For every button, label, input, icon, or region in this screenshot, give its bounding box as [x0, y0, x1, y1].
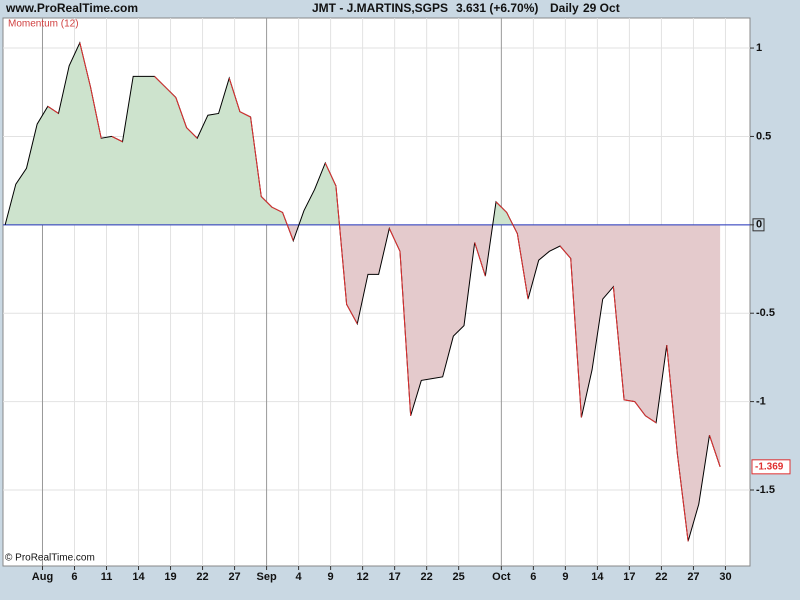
y-tick-label: -1.5	[756, 484, 775, 496]
x-tick-label: 27	[687, 571, 699, 583]
negative-area	[5, 224, 721, 542]
falling-segment	[111, 135, 123, 143]
falling-segment	[612, 286, 625, 400]
x-tick-label: Aug	[32, 571, 53, 583]
falling-segment	[282, 212, 294, 241]
falling-segment	[164, 86, 177, 98]
y-tick-label: 1	[756, 42, 762, 54]
falling-segment	[676, 454, 689, 542]
x-tick-label: 25	[453, 571, 465, 583]
x-tick-label: 17	[389, 571, 401, 583]
positive-area	[5, 42, 513, 225]
y-tick-label: 0.5	[756, 130, 771, 142]
falling-segment	[186, 127, 198, 139]
tick-box	[752, 218, 765, 232]
x-tick-label: 4	[296, 571, 303, 583]
falling-segment	[260, 196, 273, 208]
falling-segment	[346, 304, 358, 325]
indicator-title: Momentum (12)	[8, 19, 79, 30]
falling-segment	[47, 105, 59, 114]
falling-segment	[175, 97, 188, 128]
last-value-box	[751, 459, 791, 475]
falling-segment	[666, 344, 678, 455]
x-tick-label: 19	[164, 571, 176, 583]
momentum-line	[4, 41, 721, 542]
falling-segment	[559, 245, 572, 259]
y-tick-label: 0	[756, 219, 762, 231]
x-tick-label: 6	[530, 571, 536, 583]
instrument: JMT - J.MARTINS,SGPS	[312, 1, 448, 15]
y-tick-label: -1	[756, 396, 766, 408]
y-tick-label: -0.5	[756, 307, 775, 319]
falling-segment	[335, 185, 348, 305]
falling-segment	[271, 206, 283, 213]
falling-segment	[516, 233, 529, 300]
x-tick-label: Oct	[492, 571, 511, 583]
falling-segment	[399, 251, 412, 416]
x-tick-label: 22	[655, 571, 667, 583]
falling-segment	[228, 77, 241, 112]
x-tick-label: 9	[328, 571, 334, 583]
falling-segment	[79, 42, 91, 88]
x-tick-label: 14	[132, 571, 145, 583]
date: 29 Oct	[583, 1, 620, 15]
last-value-label: -1.369	[755, 461, 784, 472]
falling-segment	[708, 435, 721, 467]
period: Daily	[550, 1, 579, 15]
falling-segment	[239, 111, 251, 118]
watermark: © ProRealTime.com	[5, 553, 95, 564]
falling-segment	[474, 242, 486, 277]
x-tick-label: 27	[228, 571, 240, 583]
falling-segment	[388, 228, 401, 252]
falling-segment	[154, 75, 166, 88]
x-tick-label: Sep	[256, 571, 276, 583]
falling-segment	[324, 162, 337, 187]
x-tick-label: 14	[591, 571, 604, 583]
x-tick-label: 11	[101, 571, 113, 583]
falling-segment	[634, 401, 646, 417]
falling-segment	[495, 201, 508, 213]
falling-segment	[506, 212, 518, 234]
falling-segment	[90, 86, 102, 139]
x-tick-label: 17	[623, 571, 635, 583]
x-tick-label: 22	[421, 571, 433, 583]
falling-segment	[623, 399, 635, 403]
x-tick-label: 9	[562, 571, 568, 583]
falling-segment	[570, 258, 582, 418]
x-tick-label: 22	[196, 571, 208, 583]
x-tick-label: 12	[357, 571, 369, 583]
x-tick-label: 30	[719, 571, 731, 583]
price: 3.631 (+6.70%)	[456, 1, 538, 15]
falling-segment	[645, 415, 657, 424]
falling-segment	[250, 116, 262, 197]
site: www.ProRealTime.com	[5, 1, 138, 15]
x-tick-label: 6	[71, 571, 77, 583]
